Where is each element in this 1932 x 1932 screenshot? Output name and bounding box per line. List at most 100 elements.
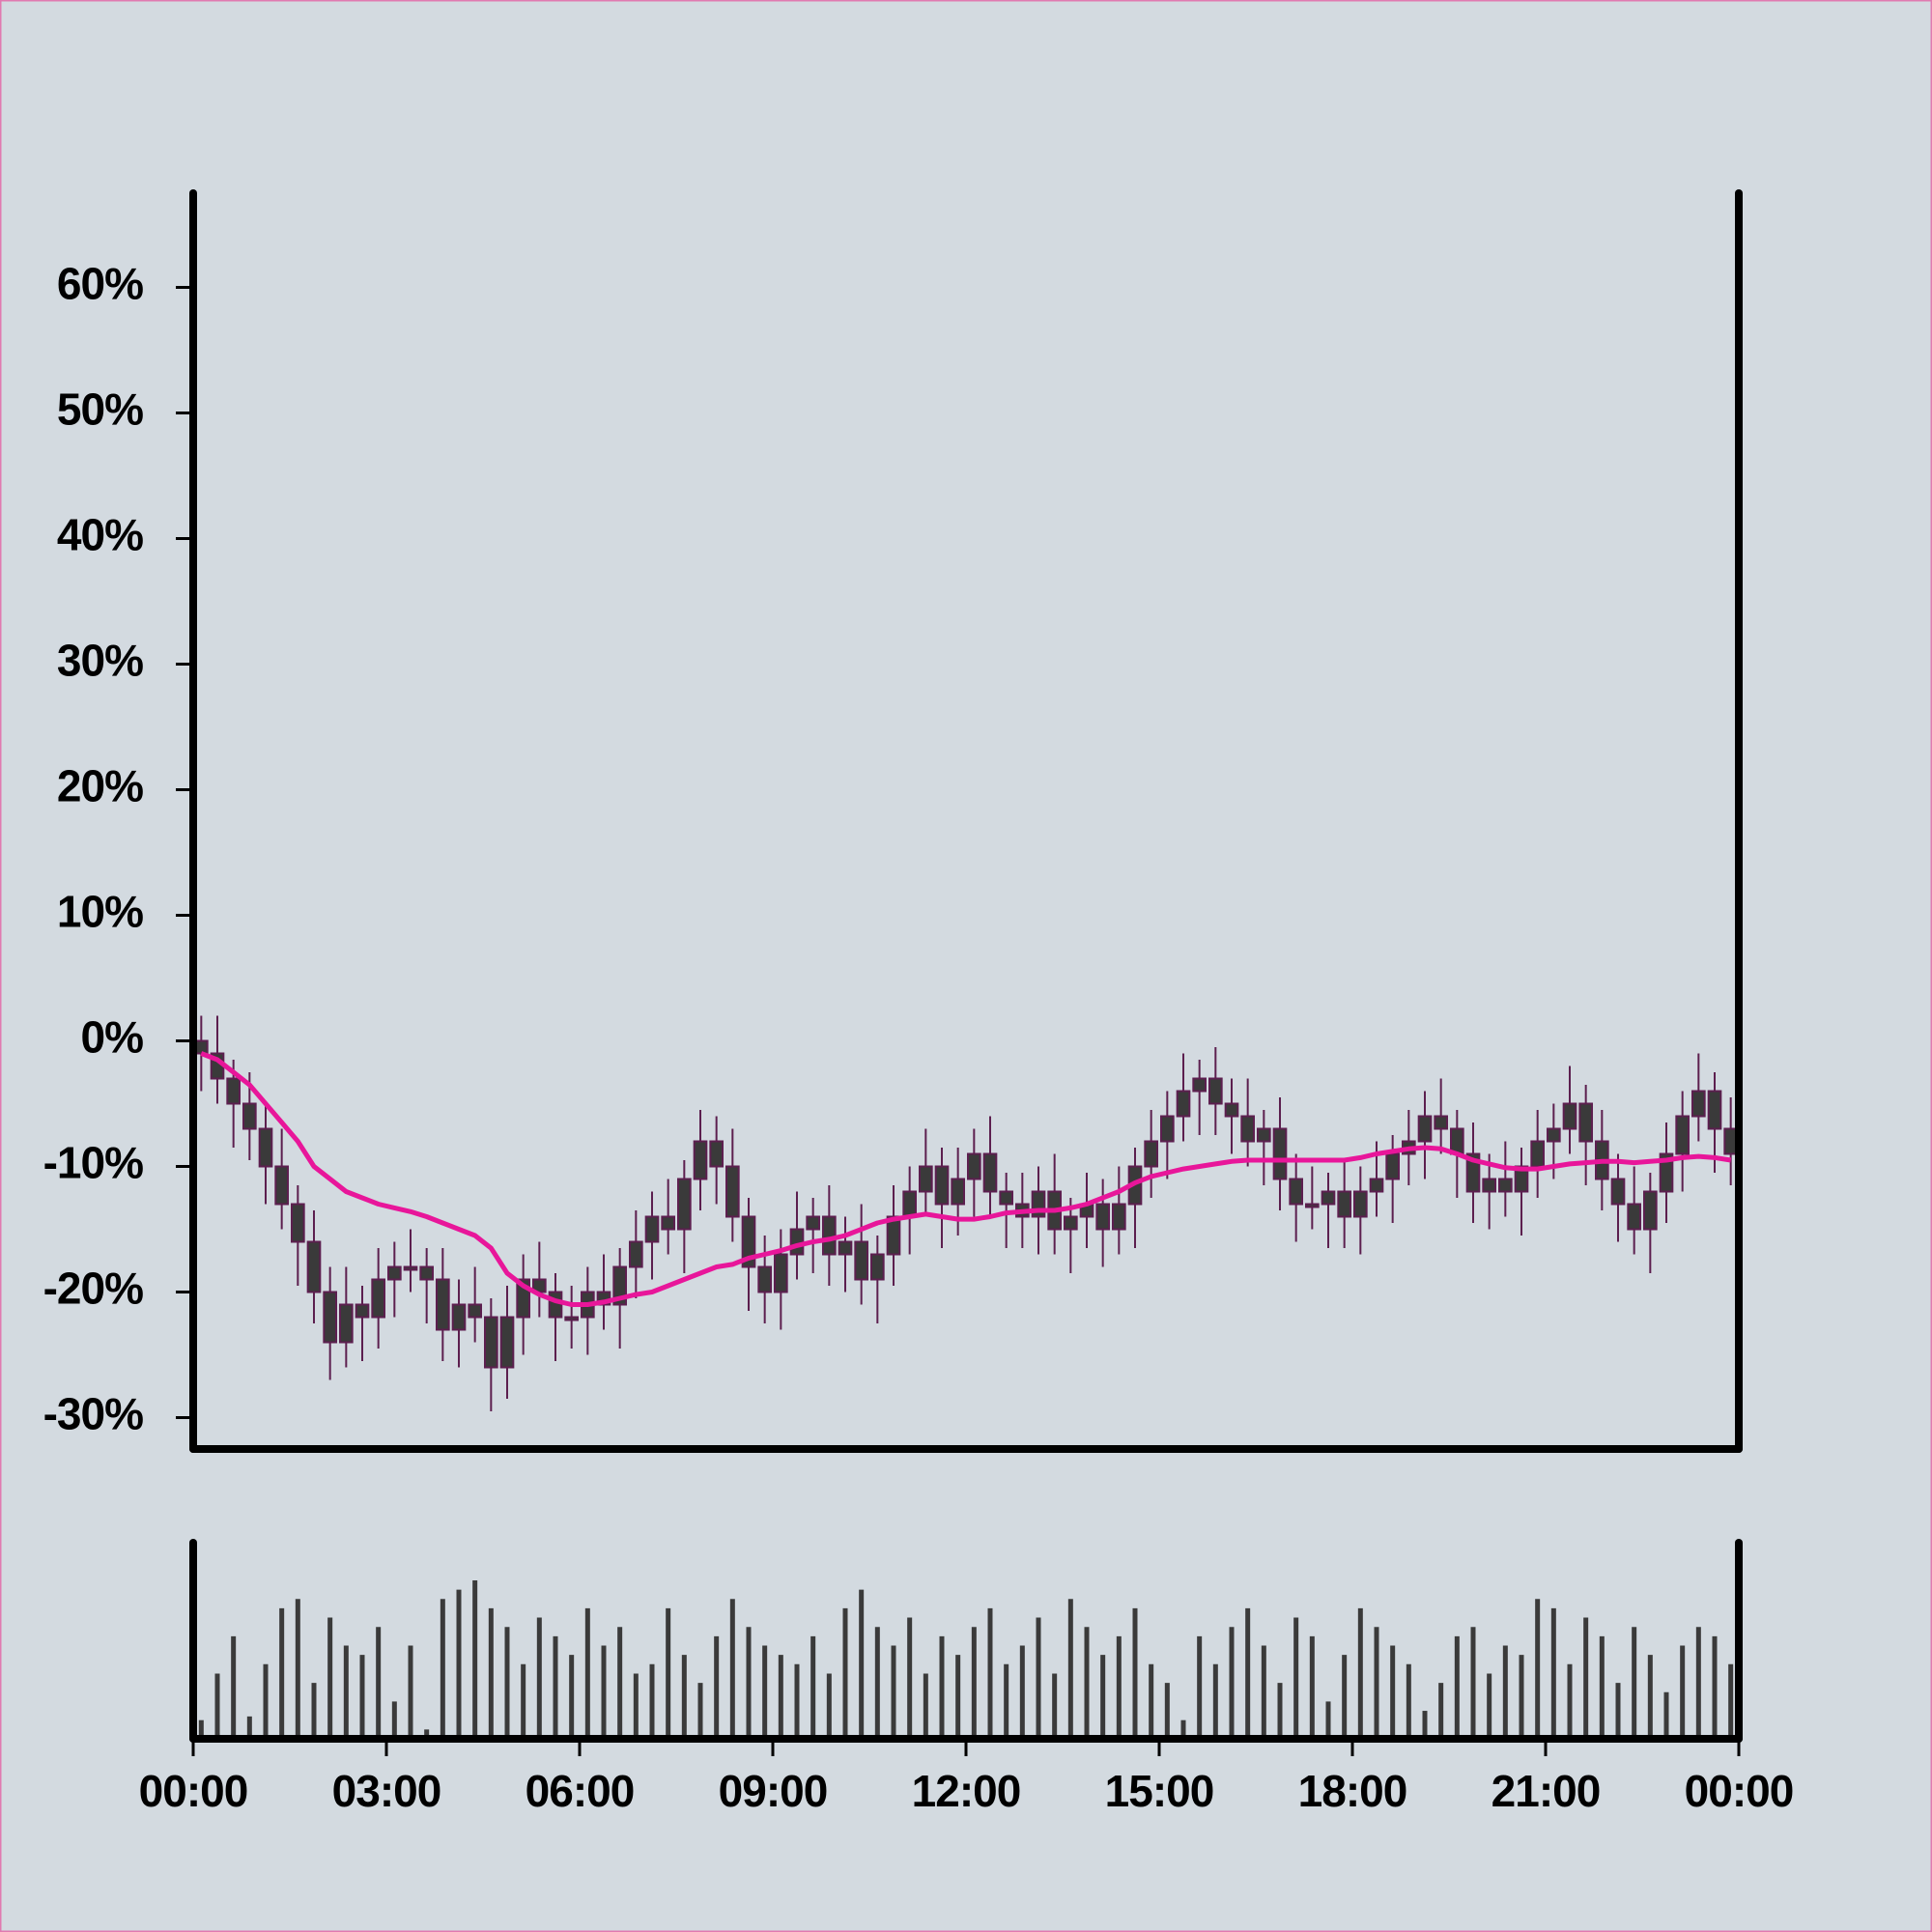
candle-body [677,1178,692,1231]
x-tick-label: 03:00 [332,1766,441,1816]
candle-body [1208,1077,1223,1105]
candle-body [1192,1077,1208,1093]
candle-body [1643,1190,1658,1231]
candle-body [1144,1140,1159,1168]
candle-body [1176,1090,1191,1118]
candle-body [484,1316,498,1369]
candle-body [1305,1203,1320,1208]
candle-body [1064,1215,1078,1231]
candle-body [789,1228,805,1256]
candle-body [1353,1190,1368,1218]
x-tick-label: 15:00 [1105,1766,1214,1816]
candle-body [274,1165,290,1206]
candle-body [629,1240,643,1268]
y-tick-label: -20% [43,1264,143,1314]
candle-body [1659,1152,1674,1193]
candle-body [1547,1127,1561,1143]
x-tick-label: 00:00 [139,1766,248,1816]
candle-body [258,1127,273,1168]
candle-body [1272,1127,1288,1180]
candle-body [1321,1190,1336,1206]
candle-body [436,1278,450,1331]
candle-body [661,1215,675,1231]
y-tick-label: -10% [43,1138,143,1188]
candle-body [1434,1115,1449,1130]
y-tick-label: 40% [57,510,143,560]
moving-average-line [200,1051,1732,1307]
candle-body [564,1316,579,1321]
candle-body [757,1265,772,1293]
candle-body [1482,1178,1497,1193]
candle-body [1369,1178,1384,1193]
y-tick-label: -30% [43,1389,143,1439]
candle-body [1337,1190,1352,1218]
x-tick-label: 18:00 [1298,1766,1407,1816]
candle-body [1095,1203,1111,1231]
candle-body [919,1165,933,1193]
candle-body [951,1178,965,1206]
y-tick-label: 20% [57,761,143,811]
candle-body [1707,1090,1722,1130]
candle-body [1160,1115,1175,1143]
candle-body [419,1265,435,1281]
candle-body [371,1278,386,1319]
candle-body [934,1165,950,1206]
y-tick-label: 60% [57,259,143,309]
candle-body [1610,1178,1626,1206]
candle-body [1530,1140,1546,1168]
candle-body [838,1240,853,1256]
candle-body [822,1215,837,1256]
candle-body [499,1316,515,1369]
candle-body [806,1215,820,1231]
candle-body [709,1140,724,1168]
candle-body [1112,1203,1126,1231]
candle-body [854,1240,868,1281]
x-tick-label: 09:00 [719,1766,828,1816]
candle-body [1498,1178,1513,1193]
candle-body [870,1253,885,1281]
candle-body [902,1190,917,1218]
candle-body [886,1215,901,1256]
candle-body [339,1303,354,1344]
candle-body [741,1215,756,1268]
candle-body [387,1265,402,1281]
x-tick-label: 21:00 [1492,1766,1601,1816]
candle-body [1675,1115,1690,1155]
candle-body [693,1140,708,1180]
x-tick-label: 06:00 [526,1766,635,1816]
candle-body [1385,1152,1401,1180]
candle-body [1224,1102,1239,1118]
y-tick-label: 10% [57,887,143,937]
candle-body [725,1165,740,1218]
candle-body [774,1253,788,1293]
candle-body [451,1303,467,1331]
y-tick-label: 30% [57,636,143,686]
candle-body [1289,1178,1304,1206]
candle-body [468,1303,483,1319]
candle-body [403,1265,418,1271]
candle-body [226,1077,241,1105]
candle-body [548,1291,563,1319]
candle-body [1257,1127,1271,1143]
candle-body [355,1303,370,1319]
y-tick-label: 0% [81,1012,144,1063]
candle-body [1691,1090,1706,1118]
candle-body [1562,1102,1577,1130]
candle-body [323,1291,338,1344]
x-tick-label: 00:00 [1685,1766,1794,1816]
y-tick-label: 50% [57,384,143,435]
candle-body [306,1240,322,1293]
candle-body [291,1203,305,1243]
candle-body [1578,1102,1594,1143]
candle-body [1627,1203,1642,1231]
candle-body [242,1102,257,1130]
candle-body [1240,1115,1256,1143]
candle-body [1417,1115,1433,1143]
candle-body [999,1190,1014,1206]
candle-body [1514,1165,1529,1193]
candle-body [967,1152,981,1180]
candle-body [644,1215,660,1243]
